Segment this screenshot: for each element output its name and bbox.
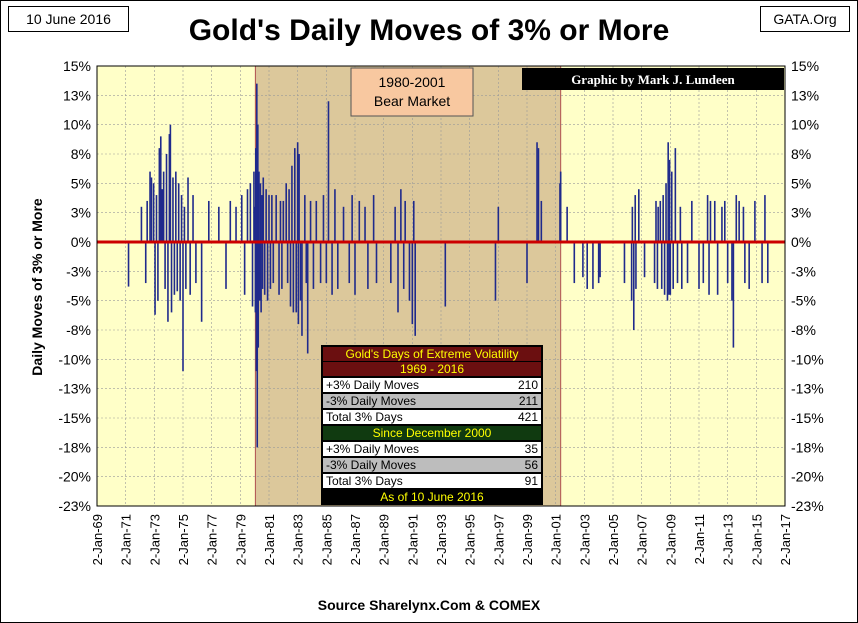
stats-row-label: -3% Daily Moves	[326, 394, 416, 408]
stats-row-label: +3% Daily Moves	[326, 442, 419, 456]
y-tick-label: 15%	[63, 58, 91, 74]
y-tick-label: -23%	[58, 498, 91, 514]
x-tick-label: 2-Jan-71	[119, 514, 134, 565]
plot-border	[96, 65, 786, 507]
y-tick-label: -3%	[791, 263, 816, 279]
x-tick-label: 2-Jan-13	[721, 514, 736, 565]
stats-row-label: Total 3% Days	[326, 474, 403, 488]
y-tick-label: -18%	[58, 439, 91, 455]
stats-period2: Since December 2000	[373, 426, 492, 440]
credit-box: Graphic by Mark J. Lundeen	[522, 68, 784, 90]
y-axis-left: 15% 13% 10% 8% 5% 3% 0% -3% -5% -8% -10% -13% -15% -1…	[58, 58, 91, 514]
x-tick-label: 2-Jan-91	[405, 514, 420, 565]
stats-row-label: +3% Daily Moves	[326, 378, 419, 392]
y-tick-label: -5%	[791, 293, 816, 309]
y-tick-label: 5%	[71, 175, 91, 191]
x-tick-label: 2-Jan-85	[319, 514, 334, 565]
y-tick-label: -13%	[791, 381, 824, 397]
y-tick-label: -18%	[791, 439, 824, 455]
x-tick-label: 2-Jan-09	[663, 514, 678, 565]
bear-market-label-line2: Bear Market	[374, 93, 450, 109]
stats-row-label: Total 3% Days	[326, 410, 403, 424]
y-tick-label: -15%	[791, 410, 824, 426]
y-axis-label: Daily Moves of 3% or More	[29, 198, 45, 376]
y-tick-label: 15%	[791, 58, 819, 74]
x-tick-label: 2-Jan-11	[692, 514, 707, 564]
stats-footer: As of 10 June 2016	[380, 490, 484, 504]
x-tick-label: 2-Jan-81	[262, 514, 277, 565]
stats-period1: 1969 - 2016	[400, 362, 464, 376]
y-tick-label: -15%	[58, 410, 91, 426]
y-tick-label: 3%	[791, 205, 811, 221]
x-axis: 2-Jan-69 2-Jan-71 2-Jan-73 2-Jan-75 2-Jan-77…	[90, 514, 793, 565]
stats-row-value: 211	[519, 394, 538, 408]
stats-row-value: 91	[525, 474, 539, 488]
x-tick-label: 2-Jan-97	[491, 514, 506, 565]
y-tick-label: 10%	[63, 117, 91, 133]
y-tick-label: 10%	[791, 117, 819, 133]
x-tick-label: 2-Jan-03	[577, 514, 592, 565]
bar-series	[127, 83, 769, 448]
y-tick-label: -3%	[66, 263, 91, 279]
y-tick-label: 0%	[791, 234, 811, 250]
y-axis-right: 15% 13% 10% 8% 5% 3% 0% -3% -5% -8% -10% -13% -15% -1…	[791, 58, 824, 514]
y-tick-label: 13%	[791, 87, 819, 103]
y-tick-label: -23%	[791, 498, 824, 514]
stats-title: Gold's Days of Extreme Volatility	[345, 347, 518, 361]
x-tick-label: 2-Jan-69	[90, 514, 105, 565]
y-tick-label: 8%	[71, 146, 91, 162]
stats-row-value: 421	[518, 410, 538, 424]
y-tick-label: -20%	[58, 469, 91, 485]
site-label: GATA.Org	[760, 6, 850, 32]
y-tick-label: -8%	[791, 322, 816, 338]
y-tick-label: 5%	[791, 175, 811, 191]
stats-row-value: 56	[525, 458, 539, 472]
x-tick-label: 2-Jan-95	[463, 514, 478, 565]
y-tick-label: -20%	[791, 469, 824, 485]
source-label: Source Sharelynx.Com & COMEX	[317, 597, 541, 613]
stats-row-value: 35	[525, 442, 539, 456]
x-tick-label: 2-Jan-89	[377, 514, 392, 565]
x-tick-label: 2-Jan-07	[635, 514, 650, 565]
x-tick-label: 2-Jan-93	[434, 514, 449, 565]
x-tick-label: 2-Jan-79	[233, 514, 248, 565]
chart-title: Gold's Daily Moves of 3% or More	[188, 14, 670, 47]
x-tick-label: 2-Jan-87	[348, 514, 363, 565]
stats-row-value: 210	[518, 378, 538, 392]
x-tick-label: 2-Jan-01	[549, 514, 564, 565]
x-tick-label: 2-Jan-17	[778, 514, 793, 565]
x-tick-label: 2-Jan-99	[520, 514, 535, 565]
x-tick-label: 2-Jan-73	[147, 514, 162, 565]
x-tick-label: 2-Jan-75	[176, 514, 191, 565]
y-tick-label: 8%	[791, 146, 811, 162]
y-tick-label: -5%	[66, 293, 91, 309]
bear-market-label-line1: 1980-2001	[379, 74, 446, 90]
y-tick-label: -13%	[58, 381, 91, 397]
stats-period2-bg	[323, 426, 541, 440]
y-tick-label: 3%	[71, 205, 91, 221]
y-tick-label: -10%	[58, 351, 91, 367]
x-tick-label: 2-Jan-83	[291, 514, 306, 565]
credit-text: Graphic by Mark J. Lundeen	[571, 72, 735, 87]
bear-market-label: 1980-2001 Bear Market	[350, 67, 474, 117]
stats-row-label: -3% Daily Moves	[326, 458, 416, 472]
y-tick-label: -8%	[66, 322, 91, 338]
x-tick-label: 2-Jan-15	[749, 514, 764, 565]
x-tick-label: 2-Jan-77	[205, 514, 220, 565]
stats-period1-bg	[323, 362, 541, 376]
x-tick-label: 2-Jan-05	[606, 514, 621, 565]
y-tick-label: 0%	[71, 234, 91, 250]
stats-title-bg	[323, 347, 541, 361]
y-tick-label: -10%	[791, 351, 824, 367]
date-label: 10 June 2016	[8, 6, 129, 32]
stats-table: Gold's Days of Extreme Volatility 1969 -…	[321, 345, 543, 505]
y-tick-label: 13%	[63, 87, 91, 103]
